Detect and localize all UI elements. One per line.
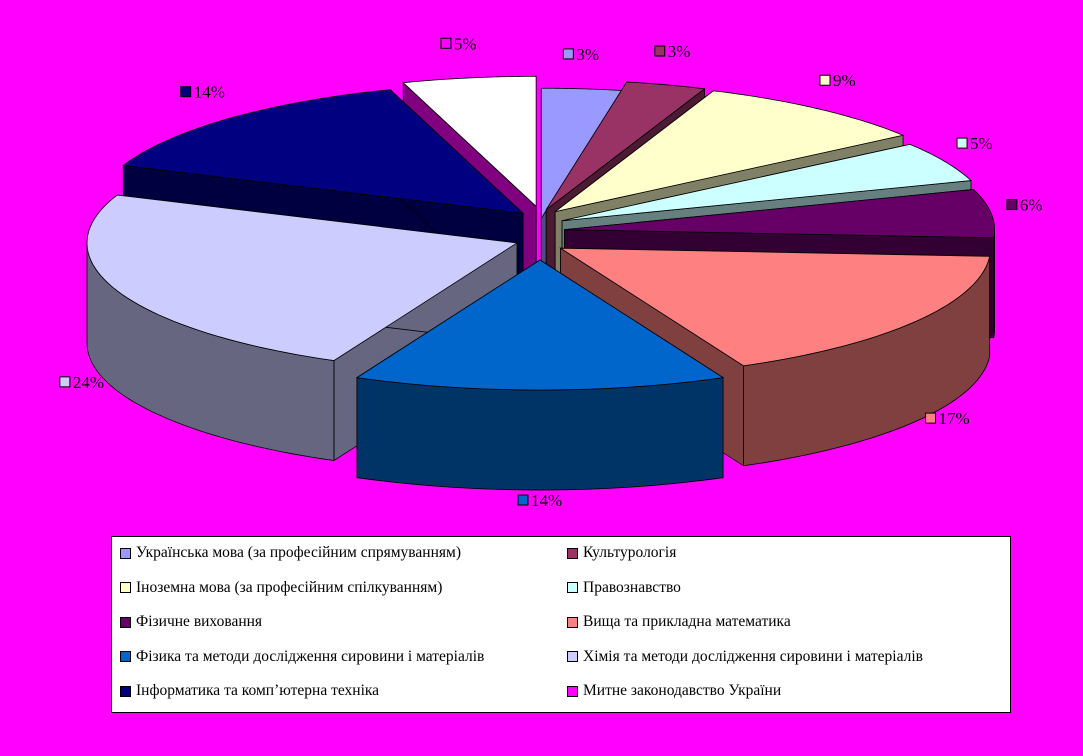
legend-swatch <box>120 547 131 559</box>
legend-label: Іноземна мова (за професійним спілкуванн… <box>136 578 443 596</box>
slice-percent-label: 14% <box>180 83 225 102</box>
label-swatch <box>819 74 831 86</box>
slice-percent-label: 6% <box>1006 196 1043 215</box>
legend-swatch <box>567 616 578 628</box>
percent-text: 6% <box>1020 196 1043 215</box>
slice-percent-label: 5% <box>440 34 477 53</box>
pie-chart-svg: 3% 3% 9% 5% 6% 17% 14% 24% 14% 5% <box>59 34 1043 510</box>
percent-text: 17% <box>939 409 970 428</box>
legend-label: Фізичне виховання <box>136 613 263 630</box>
label-swatch <box>59 376 71 388</box>
legend-swatch <box>567 651 578 662</box>
legend-item: Культурологія <box>567 543 676 563</box>
label-swatch <box>654 45 666 57</box>
legend-swatch <box>567 582 578 593</box>
percent-text: 9% <box>833 71 856 90</box>
label-swatch <box>1006 199 1018 211</box>
label-swatch <box>925 412 937 424</box>
legend-swatch <box>120 651 131 662</box>
legend-label: Хімія та методи дослідження сировини і м… <box>583 647 923 665</box>
legend-item: Інформатика та комп’ютерна техніка <box>120 681 379 701</box>
legend-item: Вища та прикладна математика <box>567 612 791 632</box>
slice-percent-label: 17% <box>925 409 970 428</box>
legend-swatch <box>567 685 578 697</box>
percent-text: 3% <box>668 42 691 61</box>
legend-label: Правознавство <box>583 578 681 596</box>
slice-percent-label: 14% <box>517 491 562 510</box>
legend-label: Фізика та методи дослідження сировини і … <box>136 647 485 665</box>
legend-swatch <box>120 685 131 697</box>
legend-swatch <box>120 582 131 593</box>
legend-label: Українська мова (за професійним спрямува… <box>136 544 461 561</box>
legend-item: Митне законодавство України <box>567 681 781 701</box>
label-swatch <box>956 137 968 149</box>
chart-legend: Українська мова (за професійним спрямува… <box>111 536 1011 713</box>
slice-percent-label: 3% <box>562 45 599 64</box>
percent-text: 24% <box>73 373 104 392</box>
legend-swatch <box>120 616 131 628</box>
pie-slice <box>355 259 725 491</box>
legend-item: Правознавство <box>567 578 681 598</box>
legend-swatch <box>567 547 578 559</box>
percent-text: 14% <box>531 491 562 510</box>
slice-percent-label: 5% <box>956 134 993 153</box>
legend-label: Вища та прикладна математика <box>583 613 791 630</box>
percent-text: 3% <box>576 45 599 64</box>
label-swatch <box>180 86 192 98</box>
legend-label: Митне законодавство України <box>583 682 782 699</box>
percent-text: 5% <box>970 134 993 153</box>
legend-item: Фізика та методи дослідження сировини і … <box>120 647 484 667</box>
percent-text: 14% <box>194 83 225 102</box>
slice-percent-label: 3% <box>654 42 691 61</box>
slice-percent-label: 24% <box>59 373 104 392</box>
label-swatch <box>562 48 574 60</box>
legend-label: Інформатика та комп’ютерна техніка <box>136 682 380 699</box>
legend-item: Іноземна мова (за професійним спілкуванн… <box>120 578 442 598</box>
label-swatch <box>517 494 529 506</box>
legend-label: Культурологія <box>583 544 677 561</box>
label-swatch <box>440 37 452 49</box>
legend-item: Українська мова (за професійним спрямува… <box>120 543 461 563</box>
percent-text: 5% <box>454 34 477 53</box>
slice-percent-label: 9% <box>819 71 856 90</box>
legend-item: Хімія та методи дослідження сировини і м… <box>567 647 923 667</box>
legend-item: Фізичне виховання <box>120 612 262 632</box>
